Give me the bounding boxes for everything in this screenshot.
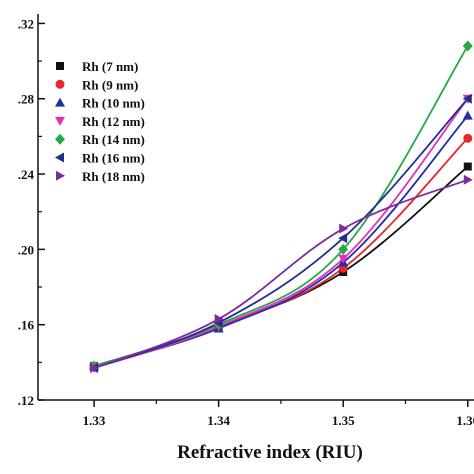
- x-tick-label: 1.36: [456, 413, 474, 428]
- legend-marker: [55, 116, 65, 126]
- data-point-marker: [463, 162, 472, 171]
- data-point-marker: [339, 223, 349, 234]
- data-point-marker: [338, 254, 349, 264]
- y-tick-label: .20: [18, 242, 34, 257]
- data-point-marker: [90, 362, 100, 373]
- legend-label: Rh (9 nm): [82, 77, 138, 92]
- x-tick-label: 1.33: [83, 413, 106, 428]
- series-markers: [89, 40, 473, 373]
- legend-label: Rh (10 nm): [82, 96, 145, 111]
- y-tick-label: .32: [18, 16, 34, 31]
- data-point-marker: [338, 243, 349, 255]
- series-line-4: [93, 98, 469, 369]
- y-tick-label: .12: [18, 393, 34, 408]
- data-point-marker: [462, 40, 473, 52]
- axes: .12 .16 .20 .24 .28 .32 1.33 1.34 1.35 1.36: [18, 14, 474, 428]
- data-point-marker: [214, 314, 224, 325]
- series-line-7: [93, 178, 469, 369]
- y-tick-label: .24: [18, 167, 35, 182]
- x-axis-title: Refractive index (RIU): [177, 442, 363, 463]
- series-line-1: [93, 165, 469, 367]
- legend-marker: [56, 170, 65, 181]
- legend-marker: [55, 152, 64, 163]
- legend-marker: [55, 97, 65, 107]
- data-point-marker: [463, 174, 473, 185]
- series-lines: [93, 45, 469, 369]
- data-point-marker: [463, 133, 473, 143]
- series-line-2: [93, 137, 469, 367]
- series-line-6: [93, 98, 469, 369]
- legend-label: Rh (7 nm): [82, 59, 138, 74]
- y-tick-label: .28: [18, 92, 35, 107]
- y-tick-label: .16: [18, 318, 35, 333]
- data-point-marker: [338, 233, 348, 244]
- x-tick-label: 1.35: [332, 413, 355, 428]
- legend-label: Rh (14 nm): [82, 132, 145, 147]
- data-point-marker: [462, 93, 472, 104]
- legend-marker: [55, 133, 65, 145]
- legend-label: Rh (16 nm): [82, 151, 145, 166]
- legend: Rh (7 nm) Rh (9 nm) Rh (10 nm) Rh (12 nm) Rh…: [55, 59, 145, 184]
- legend-label: Rh (12 nm): [82, 114, 145, 129]
- data-point-marker: [462, 110, 473, 120]
- legend-marker: [56, 62, 64, 70]
- legend-label: Rh (18 nm): [82, 169, 145, 184]
- series-line-5: [93, 45, 469, 367]
- legend-marker: [55, 79, 65, 89]
- series-line-3: [93, 115, 469, 367]
- x-tick-label: 1.34: [207, 413, 230, 428]
